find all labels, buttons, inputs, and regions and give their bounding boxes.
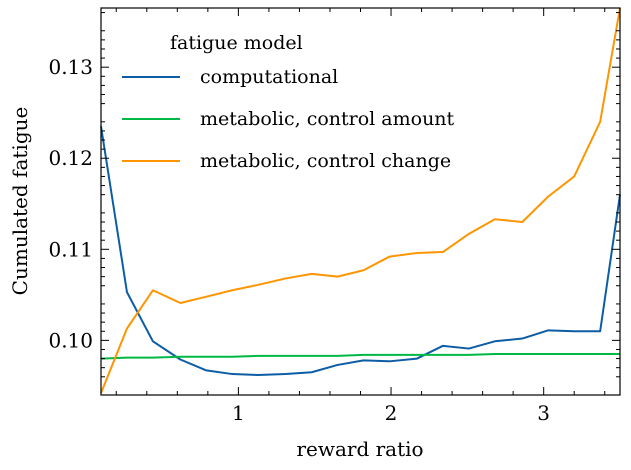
series-line-3 <box>100 7 621 394</box>
legend-label-1: computational <box>200 66 338 88</box>
y-tick-label: 0.11 <box>48 237 93 261</box>
x-axis-label: reward ratio <box>296 437 423 461</box>
y-axis-label: Cumulated fatigue <box>8 107 32 296</box>
legend-label-3: metabolic, control change <box>200 150 451 172</box>
x-tick-label: 1 <box>232 401 245 425</box>
series-layer <box>100 7 621 394</box>
y-tick-label: 0.13 <box>48 55 93 79</box>
x-tick-label: 3 <box>537 401 550 425</box>
plot-frame <box>100 7 621 396</box>
series-line-1 <box>100 126 621 376</box>
series-line-2 <box>100 353 620 360</box>
y-tick-label: 0.12 <box>48 146 93 170</box>
ticks-layer: 1 2 3 0.10 0.11 0.12 0.13 <box>48 8 620 425</box>
legend-title: fatigue model <box>170 32 303 54</box>
legend-label-2: metabolic, control amount <box>200 108 455 130</box>
legend: fatigue model computational metabolic, co… <box>122 32 455 172</box>
legend-items: computational metabolic, control amount me… <box>122 66 455 172</box>
y-tick-label: 0.10 <box>48 328 93 352</box>
x-tick-label: 2 <box>385 401 398 425</box>
